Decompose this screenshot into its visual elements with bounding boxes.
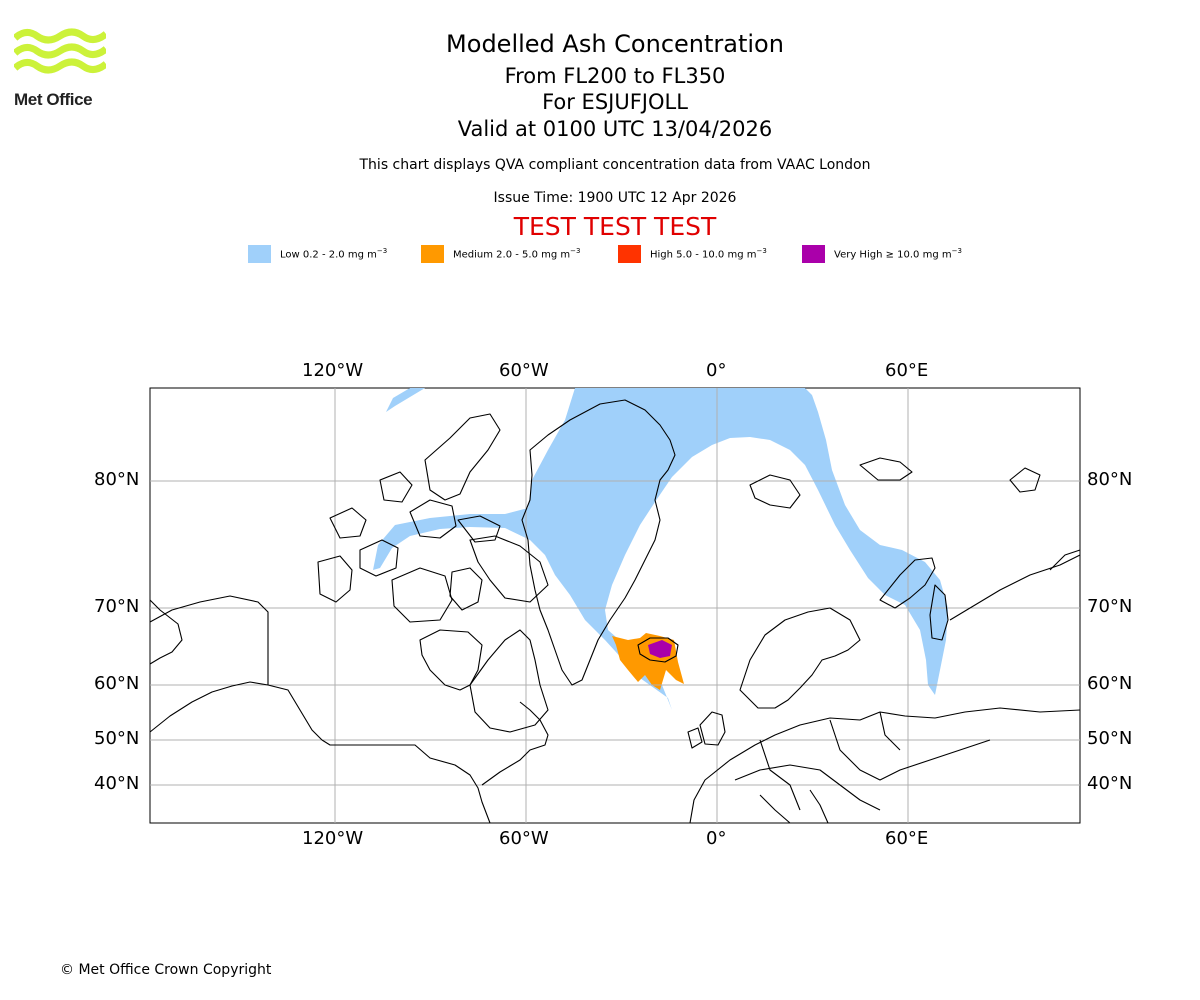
lon-label-bottom-60w: 60°W bbox=[499, 828, 549, 849]
flight-level-range: From FL200 to FL350 bbox=[504, 64, 726, 88]
lon-label-bottom-60e: 60°E bbox=[885, 828, 929, 849]
lat-label-right-40n: 40°N bbox=[1087, 773, 1133, 794]
lat-label-right-80n: 80°N bbox=[1087, 469, 1133, 490]
met-office-logo-text: Met Office bbox=[14, 90, 93, 109]
legend-label-high: High 5.0 - 10.0 mg m−3 bbox=[650, 247, 767, 261]
map-gridlines bbox=[150, 388, 1080, 823]
met-office-waves-icon bbox=[12, 28, 109, 74]
lat-label-right-70n: 70°N bbox=[1087, 596, 1133, 617]
legend-swatch-very-high bbox=[802, 245, 825, 263]
legend-swatch-high bbox=[618, 245, 641, 263]
volcano-name: For ESJUFJOLL bbox=[542, 90, 688, 114]
lon-label-top-60e: 60°E bbox=[885, 360, 929, 381]
lat-label-left-80n: 80°N bbox=[94, 469, 140, 490]
legend-item-very-high: Very High ≥ 10.0 mg m−3 bbox=[802, 244, 962, 264]
legend-swatch-medium bbox=[421, 245, 444, 263]
legend-item-medium: Medium 2.0 - 5.0 mg m−3 bbox=[421, 244, 580, 264]
legend-label-very-high: Very High ≥ 10.0 mg m−3 bbox=[834, 247, 962, 261]
legend-swatch-low bbox=[248, 245, 271, 263]
lat-label-left-70n: 70°N bbox=[94, 596, 140, 617]
lat-label-left-50n: 50°N bbox=[94, 728, 140, 749]
chart-title: Modelled Ash Concentration bbox=[446, 30, 784, 58]
lon-label-top-120w: 120°W bbox=[302, 360, 364, 381]
legend-label-low: Low 0.2 - 2.0 mg m−3 bbox=[280, 247, 388, 261]
lat-label-right-60n: 60°N bbox=[1087, 673, 1133, 694]
met-office-logo: Met Office bbox=[12, 28, 114, 114]
legend-item-low: Low 0.2 - 2.0 mg m−3 bbox=[248, 244, 387, 264]
legend: Low 0.2 - 2.0 mg m−3 Medium 2.0 - 5.0 mg… bbox=[0, 244, 1200, 264]
lon-label-bottom-120w: 120°W bbox=[302, 828, 364, 849]
ash-map: 120°W 60°W 0° 60°E 120°W 60°W 0° 60°E 80… bbox=[0, 340, 1200, 860]
lat-label-right-50n: 50°N bbox=[1087, 728, 1133, 749]
lat-label-left-40n: 40°N bbox=[94, 773, 140, 794]
lon-label-bottom-0: 0° bbox=[706, 828, 727, 849]
coastlines bbox=[149, 399, 1081, 824]
valid-time: Valid at 0100 UTC 13/04/2026 bbox=[457, 117, 773, 141]
legend-label-medium: Medium 2.0 - 5.0 mg m−3 bbox=[453, 247, 581, 261]
legend-item-high: High 5.0 - 10.0 mg m−3 bbox=[618, 244, 767, 264]
ash-region-very-high bbox=[648, 640, 672, 658]
copyright-notice: © Met Office Crown Copyright bbox=[60, 962, 272, 978]
compliance-note: This chart displays QVA compliant concen… bbox=[359, 157, 871, 173]
ash-region-low bbox=[373, 388, 948, 710]
lat-label-left-60n: 60°N bbox=[94, 673, 140, 694]
lon-label-top-0: 0° bbox=[706, 360, 727, 381]
test-banner: TEST TEST TEST bbox=[513, 212, 717, 241]
lon-label-top-60w: 60°W bbox=[499, 360, 549, 381]
issue-time: Issue Time: 1900 UTC 12 Apr 2026 bbox=[493, 190, 737, 206]
